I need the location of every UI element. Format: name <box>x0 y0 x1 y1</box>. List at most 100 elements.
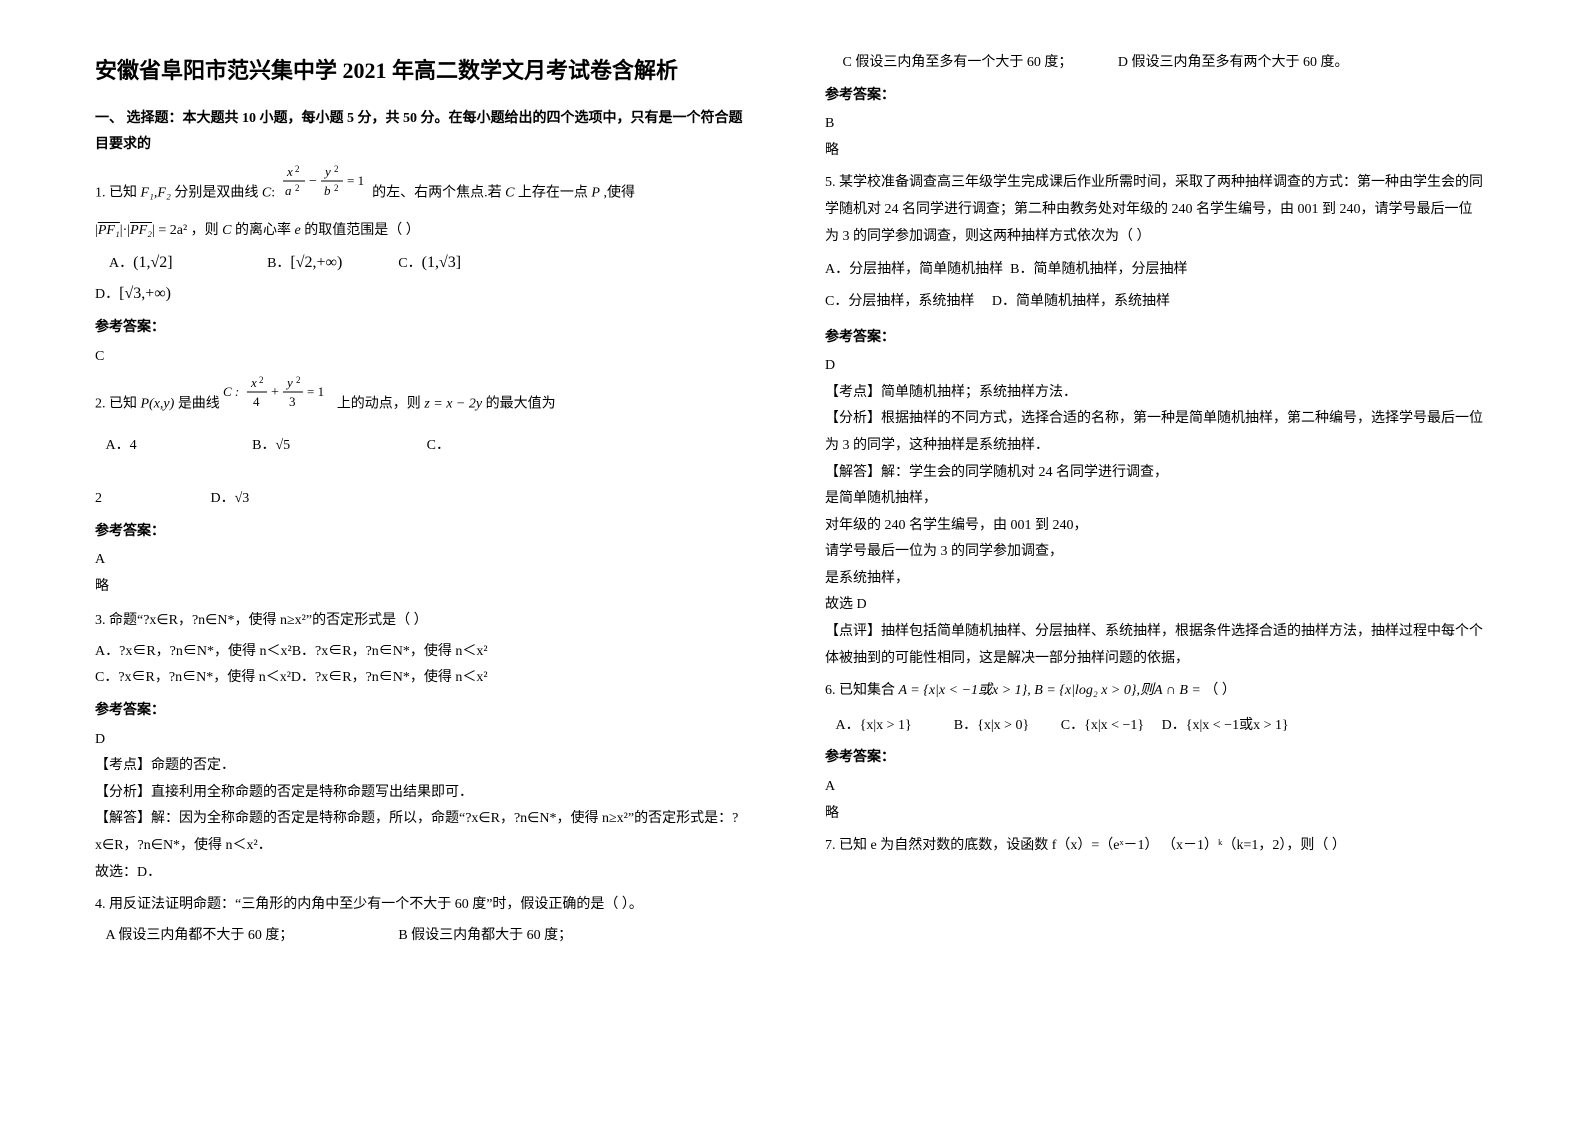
q5-exp7: 是系统抽样， <box>825 566 1485 593</box>
q1-c1: C <box>262 186 271 201</box>
q5-options: A．分层抽样，简单随机抽样 B．简单随机抽样，分层抽样 C．分层抽样，系统抽样 … <box>825 254 1485 318</box>
q2-optC: 2 <box>95 491 102 506</box>
q1-f1f2: F₁,F₂ <box>141 186 171 201</box>
q4-optB: B 假设三内角都大于 60 度； <box>398 928 572 943</box>
q5-answer: D <box>825 353 1485 380</box>
q6-labelD: D． <box>1162 718 1186 733</box>
q2-pxy: P(x,y) <box>141 397 175 412</box>
question-1: 1. 已知 F₁,F₂ 分别是双曲线 C: x2 a2 − y2 b2 = 1 … <box>95 169 755 244</box>
q5-exp2: 【分析】根据抽样的不同方式，选择合适的名称，第一种是简单随机抽样，第二种编号，选… <box>825 406 1485 459</box>
q1-labelA: A． <box>109 256 133 271</box>
svg-text:= 1: = 1 <box>307 384 324 399</box>
q1-stem1: 1. 已知 <box>95 186 137 201</box>
q1-optD: [√3,+∞) <box>119 285 171 302</box>
q6-extra: 略 <box>825 801 1485 828</box>
q6-optA: {x|x > 1} <box>860 718 912 733</box>
svg-text:2: 2 <box>295 183 300 193</box>
svg-text:3: 3 <box>289 394 296 409</box>
q1-stem8: 的取值范围是（ ） <box>304 223 420 238</box>
exam-page: 安徽省阜阳市范兴集中学 2021 年高二数学文月考试卷含解析 一、 选择题：本大… <box>0 0 1587 983</box>
exam-title: 安徽省阜阳市范兴集中学 2021 年高二数学文月考试卷含解析 <box>95 50 755 92</box>
q2-answer-label: 参考答案： <box>95 519 755 546</box>
q1-c3: C <box>222 223 231 238</box>
q1-options: A．(1,√2] B．[√2,+∞) C．(1,√3] D．[√3,+∞) <box>95 248 755 309</box>
q5-optA: A．分层抽样，简单随机抽样 <box>825 262 1003 277</box>
q6-labelC: C． <box>1061 718 1084 733</box>
svg-text:2: 2 <box>259 375 264 385</box>
svg-text:= 1: = 1 <box>347 173 364 188</box>
q3-exp2: 【分析】直接利用全称命题的否定是特称命题写出结果即可． <box>95 780 755 807</box>
svg-text:2: 2 <box>295 164 300 174</box>
q5-exp8: 故选 D <box>825 592 1485 619</box>
question-3: 3. 命题“?x∈R，?n∈N*，使得 n≥x²”的否定形式是（ ） <box>95 608 755 635</box>
q3-optB: B．?x∈R，?n∈N*，使得 n＜x² <box>292 644 488 659</box>
q3-options: A．?x∈R，?n∈N*，使得 n＜x²B．?x∈R，?n∈N*，使得 n＜x²… <box>95 639 755 692</box>
svg-text:y: y <box>285 375 293 390</box>
q2-optD: √3 <box>235 491 250 506</box>
q3-exp4: 故选：D． <box>95 860 755 887</box>
q6-optB: {x|x > 0} <box>977 718 1029 733</box>
q5-exp3: 【解答】解：学生会的同学随机对 24 名同学进行调查， <box>825 460 1485 487</box>
q2-formula: C : x2 4 + y2 3 = 1 <box>223 374 333 423</box>
q2-labelB: B． <box>252 438 275 453</box>
question-5: 5. 某学校准备调查高三年级学生完成课后作业所需时间，采取了两种抽样调查的方式：… <box>825 170 1485 250</box>
q3-answer-label: 参考答案： <box>95 698 755 725</box>
q5-exp4: 是简单随机抽样， <box>825 486 1485 513</box>
svg-text:−: − <box>309 174 317 189</box>
q5-optB: B．简单随机抽样，分层抽样 <box>1010 262 1187 277</box>
question-2: 2. 已知 P(x,y) 是曲线 C : x2 4 + y2 3 = 1 上的动… <box>95 380 755 429</box>
q2-optA: 4 <box>130 438 137 453</box>
q1-answer-label: 参考答案： <box>95 315 755 342</box>
q2-stem2: 是曲线 <box>178 397 220 412</box>
q5-exp9: 【点评】抽样包括简单随机抽样、分层抽样、系统抽样，根据条件选择合适的抽样方法，抽… <box>825 619 1485 672</box>
q1-p: P <box>591 186 600 201</box>
q1-labelC: C． <box>398 256 421 271</box>
q4-optA: A 假设三内角都不大于 60 度； <box>106 928 294 943</box>
q1-optA: (1,√2] <box>133 254 172 271</box>
q6-stem1: 6. 已知集合 <box>825 683 895 698</box>
q3-answer: D <box>95 727 755 754</box>
q6-answer-label: 参考答案： <box>825 745 1485 772</box>
q5-exp5: 对年级的 240 名学生编号，由 001 到 240， <box>825 513 1485 540</box>
q1-answer: C <box>95 344 755 371</box>
fraction-icon: C : x2 4 + y2 3 = 1 <box>223 374 333 412</box>
svg-text:a: a <box>285 183 292 198</box>
q5-optC: C．分层抽样，系统抽样 <box>825 294 974 309</box>
question-4: 4. 用反证法证明命题：“三角形的内角中至少有一个不大于 60 度”时，假设正确… <box>95 892 755 919</box>
question-7: 7. 已知 e 为自然对数的底数，设函数 f（x）=（eˣ－1） （x－1）ᵏ（… <box>825 833 1485 860</box>
q6-labelA: A． <box>836 718 860 733</box>
q1-c2: C <box>505 186 514 201</box>
q3-optD: D．?x∈R，?n∈N*，使得 n＜x² <box>291 670 488 685</box>
q1-labelD: D． <box>95 287 119 302</box>
q1-e: e <box>295 223 301 238</box>
q1-stem4: 上存在一点 <box>518 186 588 201</box>
q6-stem2: （ ） <box>1204 683 1236 698</box>
svg-text:y: y <box>323 164 331 179</box>
q3-exp1: 【考点】命题的否定． <box>95 753 755 780</box>
q2-answer: A <box>95 547 755 574</box>
q5-exp6: 请学号最后一位为 3 的同学参加调查， <box>825 539 1485 566</box>
svg-text:2: 2 <box>334 183 339 193</box>
svg-text:b: b <box>324 183 331 198</box>
q2-z: z = x − 2y <box>424 397 482 412</box>
q2-options: A．4 B．√5 C． 2 D．√3 <box>95 433 755 513</box>
q1-optB: [√2,+∞) <box>290 254 342 271</box>
section-1-head: 一、 选择题：本大题共 10 小题，每小题 5 分，共 50 分。在每小题给出的… <box>95 106 755 159</box>
svg-text:4: 4 <box>253 394 260 409</box>
q3-optA: A．?x∈R，?n∈N*，使得 n＜x² <box>95 644 292 659</box>
q4-options-left: A 假设三内角都不大于 60 度； B 假设三内角都大于 60 度； <box>95 923 755 950</box>
q6-options: A．{x|x > 1} B．{x|x > 0} C．{x|x < −1} D．{… <box>825 713 1485 740</box>
q2-labelA: A． <box>106 438 130 453</box>
q4-extra: 略 <box>825 138 1485 165</box>
q2-labelC: C． <box>427 438 450 453</box>
q6-answer: A <box>825 774 1485 801</box>
q6-a: A = {x|x < −1或x > 1}, B = {x|log₂ x > 0}… <box>899 683 1201 698</box>
q6-optC: {x|x < −1} <box>1084 718 1144 733</box>
q1-stem7: 的离心率 <box>235 223 291 238</box>
q2-optB: √5 <box>275 438 290 453</box>
q2-stem4: 的最大值为 <box>486 397 556 412</box>
q6-optD: {x|x < −1或x > 1} <box>1186 718 1289 733</box>
svg-text:2: 2 <box>334 164 339 174</box>
q1-stem3: 的左、右两个焦点.若 <box>372 186 502 201</box>
q1-stem2: 分别是双曲线 <box>174 186 258 201</box>
